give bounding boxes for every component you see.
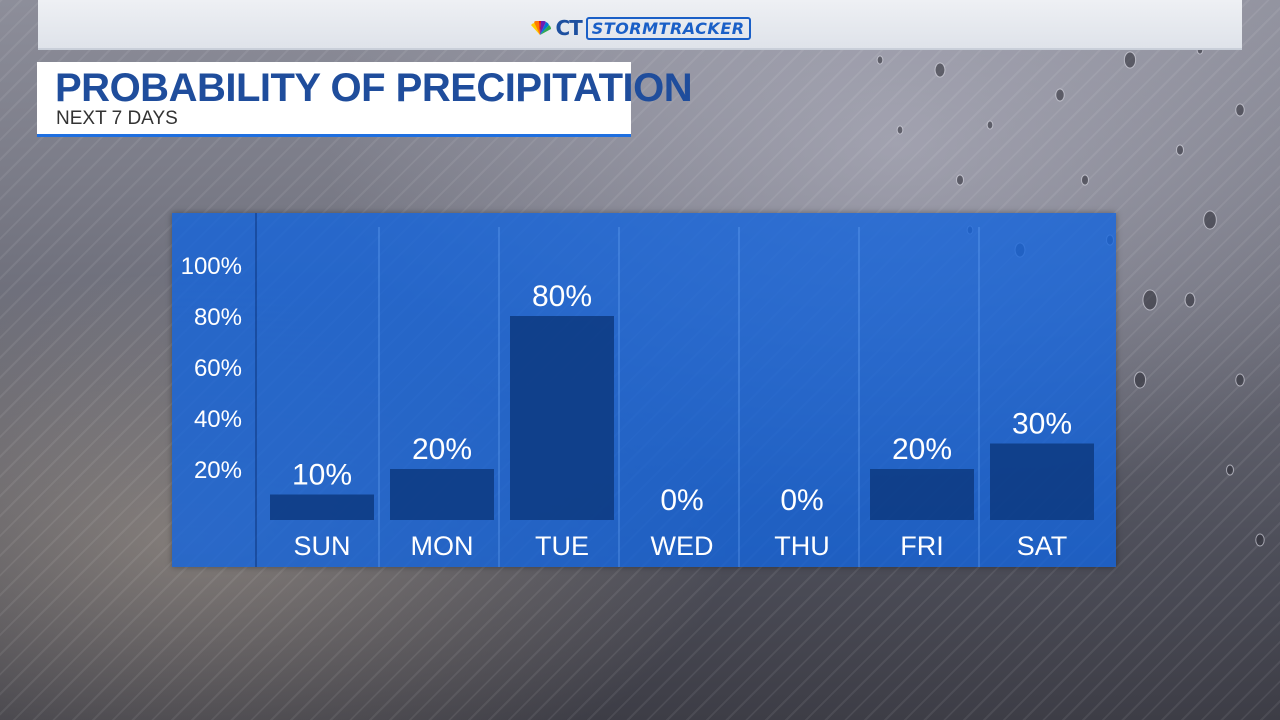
page-subtitle: NEXT 7 DAYS bbox=[56, 108, 178, 129]
raindrop bbox=[1133, 371, 1147, 389]
y-tick-label: 80% bbox=[194, 304, 242, 331]
raindrop bbox=[896, 125, 904, 135]
peacock-icon bbox=[531, 21, 552, 35]
bar bbox=[270, 494, 374, 520]
data-label: 80% bbox=[532, 280, 592, 313]
x-tick-label: SAT bbox=[1017, 531, 1068, 561]
raindrop bbox=[1176, 144, 1184, 156]
bar bbox=[390, 469, 494, 520]
stormtracker-logo-text: STORMTRACKER bbox=[585, 16, 751, 40]
x-tick-label: WED bbox=[651, 531, 714, 561]
top-banner: CT STORMTRACKER bbox=[38, 0, 1242, 50]
raindrop bbox=[1123, 51, 1137, 69]
stormtracker-logo: CT STORMTRACKER bbox=[529, 16, 751, 40]
title-box: PROBABILITY OF PRECIPITATION NEXT 7 DAYS bbox=[37, 62, 693, 137]
bar bbox=[870, 469, 974, 520]
raindrop bbox=[1142, 289, 1158, 311]
page-title: PROBABILITY OF PRECIPITATION bbox=[55, 66, 693, 110]
raindrop bbox=[1055, 88, 1065, 102]
raindrop bbox=[1235, 103, 1245, 117]
raindrop bbox=[986, 120, 994, 130]
precip-bar-chart: 20% 40% 60% 80% 100% 10% SUN 20% MON 80% TUE 0% WED 0… bbox=[181, 213, 1094, 567]
x-tick-label: MON bbox=[411, 531, 474, 561]
raindrop bbox=[934, 62, 946, 78]
raindrop bbox=[1235, 373, 1245, 387]
y-tick-label: 20% bbox=[194, 457, 242, 484]
y-tick-label: 40% bbox=[194, 406, 242, 433]
bar bbox=[990, 443, 1094, 520]
x-tick-label: TUE bbox=[535, 531, 589, 561]
data-label: 0% bbox=[780, 484, 823, 517]
raindrop bbox=[1081, 174, 1089, 186]
raindrop bbox=[1203, 210, 1217, 230]
raindrop bbox=[876, 55, 884, 65]
data-label: 20% bbox=[412, 433, 472, 466]
y-tick-label: 100% bbox=[181, 253, 242, 280]
data-label: 0% bbox=[660, 484, 703, 517]
raindrop bbox=[1184, 292, 1196, 308]
y-tick-label: 60% bbox=[194, 355, 242, 382]
chart-panel: 20% 40% 60% 80% 100% 10% SUN 20% MON 80% TUE 0% WED 0… bbox=[172, 213, 1116, 567]
raindrop bbox=[1255, 533, 1265, 547]
raindrop bbox=[1226, 464, 1234, 476]
x-tick-label: SUN bbox=[293, 531, 350, 561]
data-label: 20% bbox=[892, 433, 952, 466]
data-label: 10% bbox=[292, 459, 352, 492]
x-tick-label: THU bbox=[774, 531, 830, 561]
raindrop bbox=[956, 174, 964, 186]
bar bbox=[510, 316, 614, 520]
data-label: 30% bbox=[1012, 408, 1072, 441]
x-tick-label: FRI bbox=[900, 531, 944, 561]
network-logo-text: CT bbox=[555, 16, 582, 40]
